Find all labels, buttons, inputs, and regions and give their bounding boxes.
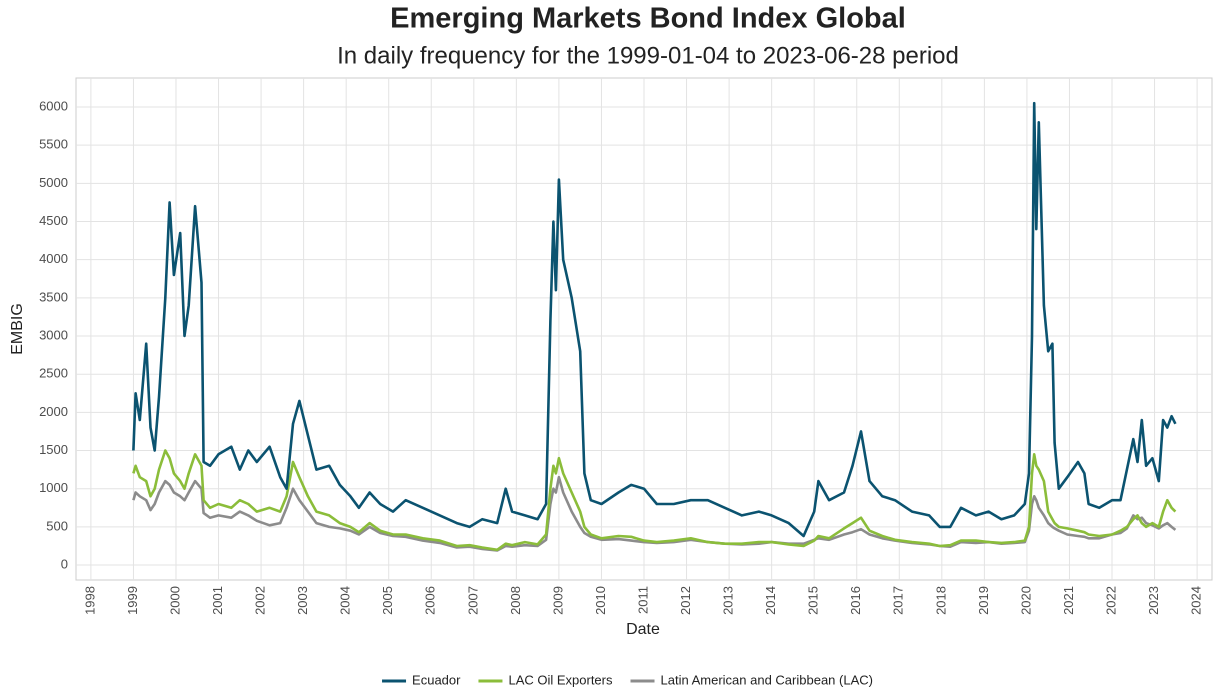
x-tick-label: 2007 xyxy=(465,586,480,615)
legend-label: LAC Oil Exporters xyxy=(508,672,613,687)
x-tick-label: 2000 xyxy=(167,586,182,615)
y-tick-label: 4000 xyxy=(39,251,68,266)
x-tick-label: 2002 xyxy=(253,586,268,615)
y-tick-label: 3000 xyxy=(39,327,68,342)
x-tick-label: 2001 xyxy=(210,586,225,615)
y-axis-label: EMBIG xyxy=(9,303,26,355)
x-tick-label: 2024 xyxy=(1189,586,1204,615)
x-tick-label: 2010 xyxy=(593,586,608,615)
x-tick-label: 1998 xyxy=(82,586,97,615)
x-tick-label: 2021 xyxy=(1061,586,1076,615)
legend-label: Latin American and Caribbean (LAC) xyxy=(661,672,873,687)
y-tick-label: 2500 xyxy=(39,366,68,381)
x-tick-label: 2013 xyxy=(721,586,736,615)
y-tick-label: 1000 xyxy=(39,480,68,495)
y-tick-label: 0 xyxy=(61,556,68,571)
y-tick-label: 4500 xyxy=(39,213,68,228)
x-tick-label: 2009 xyxy=(550,586,565,615)
x-tick-label: 2020 xyxy=(1018,586,1033,615)
x-tick-label: 1999 xyxy=(125,586,140,615)
y-tick-label: 5500 xyxy=(39,137,68,152)
y-tick-label: 3500 xyxy=(39,289,68,304)
x-tick-label: 2018 xyxy=(933,586,948,615)
x-tick-label: 2019 xyxy=(976,586,991,615)
x-tick-label: 2005 xyxy=(380,586,395,615)
series-line xyxy=(132,475,1177,552)
x-tick-label: 2003 xyxy=(295,586,310,615)
legend-label: Ecuador xyxy=(412,672,461,687)
x-tick-label: 2016 xyxy=(848,586,863,615)
y-tick-label: 6000 xyxy=(39,98,68,113)
x-tick-label: 2017 xyxy=(891,586,906,615)
series-line xyxy=(132,449,1177,552)
x-tick-label: 2012 xyxy=(678,586,693,615)
chart-subtitle: In daily frequency for the 1999-01-04 to… xyxy=(337,42,959,69)
x-tick-label: 2014 xyxy=(763,586,778,615)
x-tick-label: 2004 xyxy=(338,586,353,615)
x-axis-label: Date xyxy=(626,621,660,638)
y-tick-label: 2000 xyxy=(39,404,68,419)
x-tick-label: 2011 xyxy=(635,586,650,614)
y-tick-label: 500 xyxy=(46,518,68,533)
series-line xyxy=(132,101,1177,538)
y-tick-label: 5000 xyxy=(39,175,68,190)
x-tick-label: 2023 xyxy=(1146,586,1161,615)
chart-title: Emerging Markets Bond Index Global xyxy=(390,3,906,35)
y-tick-label: 1500 xyxy=(39,442,68,457)
x-tick-label: 2015 xyxy=(806,586,821,615)
x-tick-label: 2022 xyxy=(1103,586,1118,615)
x-tick-label: 2008 xyxy=(508,586,523,615)
x-tick-label: 2006 xyxy=(423,586,438,615)
legend: Ecuador LAC Oil Exporters Latin American a… xyxy=(382,672,873,687)
